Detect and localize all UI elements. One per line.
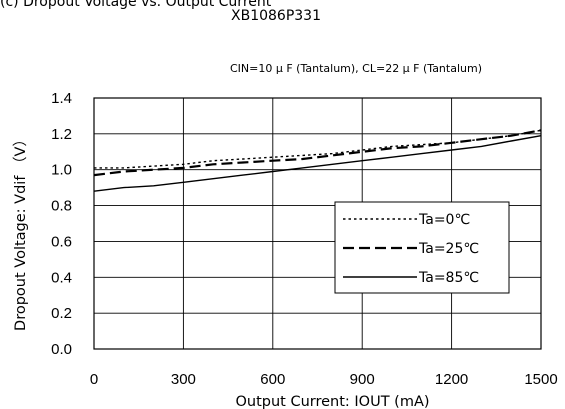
x-tick-label: 600: [260, 371, 285, 388]
x-tick-label: 900: [350, 371, 375, 388]
y-tick-label: 0.2: [51, 305, 72, 322]
y-tick-label: 0.8: [51, 198, 72, 215]
y-tick-label: 1.0: [51, 162, 72, 179]
chart-subtitle: XB1086P331: [231, 8, 321, 24]
legend-label: Ta=25℃: [418, 241, 479, 257]
y-axis-title: Dropout Voltage: Vdif （V）: [12, 132, 29, 331]
y-tick-label: 0.6: [51, 233, 72, 250]
legend-label: Ta=85℃: [418, 270, 479, 286]
series-line-solid: [93, 135, 542, 192]
legend: Ta=0℃ Ta=25℃ Ta=85℃: [334, 201, 510, 294]
y-tick-label: 1.2: [51, 126, 72, 143]
x-tick-label: 300: [171, 371, 196, 388]
chart-conditions-annotation: CIN=10 μ F (Tantalum), CL=22 μ F (Tantal…: [230, 62, 482, 75]
x-tick-label: 1200: [435, 371, 468, 388]
chart-title: (c) Dropout Voltage vs. Output Current: [0, 0, 272, 10]
y-tick-label: 0.4: [51, 269, 72, 286]
y-tick-label: 1.4: [51, 90, 72, 107]
x-tick-label: 0: [90, 371, 98, 388]
plot-frame: [93, 97, 542, 350]
x-axis-title: Output Current: IOUT (mA): [235, 394, 429, 409]
legend-label: Ta=0℃: [418, 212, 470, 228]
axis-layer: 0 300 600 900 1200 1500 0.0 0.2 0.4 0.6 0.8 1.0 1.2 1…: [12, 90, 558, 409]
series-line-dotted: [94, 129, 542, 169]
x-tick-label: 1500: [524, 371, 557, 388]
y-tick-label: 0.0: [51, 341, 72, 358]
series-layer: [93, 129, 542, 192]
series-line-dashed: [93, 129, 542, 177]
